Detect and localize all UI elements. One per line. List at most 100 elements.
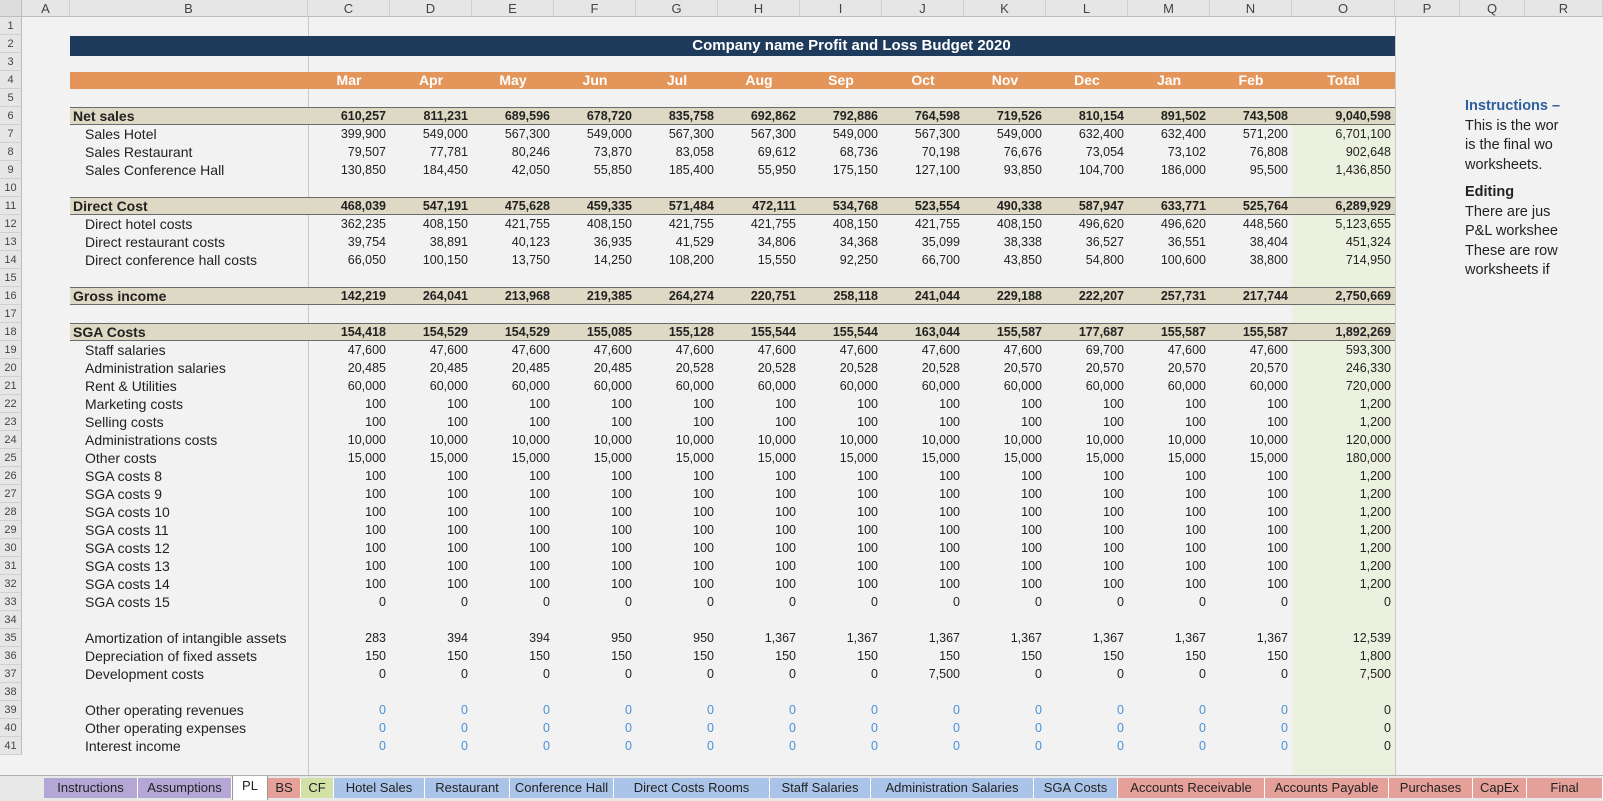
sheet-tab-direct-costs-rooms[interactable]: Direct Costs Rooms xyxy=(614,778,770,798)
column-header-n[interactable]: N xyxy=(1210,0,1292,17)
sheet-tab-administration-salaries[interactable]: Administration Salaries xyxy=(871,778,1034,798)
value-cell[interactable]: 15,000 xyxy=(1249,451,1288,465)
value-cell[interactable]: 0 xyxy=(789,703,796,717)
total-cell[interactable]: 1,200 xyxy=(1359,505,1391,519)
total-cell[interactable]: 0 xyxy=(1384,703,1391,717)
value-cell[interactable]: 79,507 xyxy=(347,145,386,159)
value-cell[interactable]: 0 xyxy=(953,721,960,735)
value-cell[interactable]: 73,870 xyxy=(593,145,632,159)
row-header-6[interactable]: 6 xyxy=(0,107,22,125)
value-cell[interactable]: 0 xyxy=(871,595,878,609)
value-cell[interactable]: 100 xyxy=(447,469,468,483)
value-cell[interactable]: 47,600 xyxy=(429,343,468,357)
value-cell[interactable]: 100 xyxy=(1185,415,1206,429)
row-header-17[interactable]: 17 xyxy=(0,305,22,323)
value-cell[interactable]: 47,600 xyxy=(593,343,632,357)
value-cell[interactable]: 100 xyxy=(1267,559,1288,573)
value-cell[interactable]: 100 xyxy=(1267,523,1288,537)
value-cell[interactable]: 36,935 xyxy=(593,235,632,249)
value-cell[interactable]: 610,257 xyxy=(340,109,386,123)
value-cell[interactable]: 20,570 xyxy=(1085,361,1124,375)
value-cell[interactable]: 567,300 xyxy=(668,127,714,141)
value-cell[interactable]: 496,620 xyxy=(1078,217,1124,231)
row-header-13[interactable]: 13 xyxy=(0,233,22,251)
value-cell[interactable]: 100 xyxy=(775,487,796,501)
value-cell[interactable]: 155,544 xyxy=(750,325,796,339)
value-cell[interactable]: 54,800 xyxy=(1085,253,1124,267)
value-cell[interactable]: 43,850 xyxy=(1003,253,1042,267)
value-cell[interactable]: 154,418 xyxy=(340,325,386,339)
value-cell[interactable]: 100 xyxy=(447,523,468,537)
value-cell[interactable]: 100 xyxy=(1185,577,1206,591)
value-cell[interactable]: 100 xyxy=(1103,559,1124,573)
value-cell[interactable]: 1,367 xyxy=(928,631,960,645)
value-cell[interactable]: 100 xyxy=(857,505,878,519)
value-cell[interactable]: 0 xyxy=(625,739,632,753)
value-cell[interactable]: 60,000 xyxy=(1003,379,1042,393)
value-cell[interactable]: 0 xyxy=(1281,667,1288,681)
value-cell[interactable]: 60,000 xyxy=(429,379,468,393)
value-cell[interactable]: 100 xyxy=(611,559,632,573)
value-cell[interactable]: 100 xyxy=(939,397,960,411)
value-cell[interactable]: 264,041 xyxy=(422,289,468,303)
value-cell[interactable]: 42,050 xyxy=(511,163,550,177)
value-cell[interactable]: 15,000 xyxy=(1003,451,1042,465)
value-cell[interactable]: 34,806 xyxy=(757,235,796,249)
value-cell[interactable]: 83,058 xyxy=(675,145,714,159)
column-header-h[interactable]: H xyxy=(718,0,800,17)
value-cell[interactable]: 100 xyxy=(1021,487,1042,501)
value-cell[interactable]: 100 xyxy=(775,397,796,411)
value-cell[interactable]: 0 xyxy=(461,721,468,735)
value-cell[interactable]: 394 xyxy=(447,631,468,645)
value-cell[interactable]: 100 xyxy=(857,577,878,591)
value-cell[interactable]: 100 xyxy=(857,487,878,501)
value-cell[interactable]: 0 xyxy=(625,703,632,717)
total-cell[interactable]: 1,200 xyxy=(1359,415,1391,429)
value-cell[interactable]: 0 xyxy=(953,739,960,753)
value-cell[interactable]: 0 xyxy=(707,721,714,735)
value-cell[interactable]: 100 xyxy=(611,523,632,537)
value-cell[interactable]: 60,000 xyxy=(1167,379,1206,393)
value-cell[interactable]: 60,000 xyxy=(347,379,386,393)
value-cell[interactable]: 0 xyxy=(379,703,386,717)
row-header-30[interactable]: 30 xyxy=(0,539,22,557)
value-cell[interactable]: 69,612 xyxy=(757,145,796,159)
row-header-34[interactable]: 34 xyxy=(0,611,22,629)
value-cell[interactable]: 155,544 xyxy=(832,325,878,339)
value-cell[interactable]: 100 xyxy=(775,577,796,591)
value-cell[interactable]: 472,111 xyxy=(752,199,796,213)
value-cell[interactable]: 20,570 xyxy=(1003,361,1042,375)
value-cell[interactable]: 549,000 xyxy=(422,127,468,141)
value-cell[interactable]: 10,000 xyxy=(593,433,632,447)
value-cell[interactable]: 0 xyxy=(1035,667,1042,681)
sheet-tab-accounts-receivable[interactable]: Accounts Receivable xyxy=(1118,778,1265,798)
total-cell[interactable]: 1,200 xyxy=(1359,523,1391,537)
value-cell[interactable]: 100,600 xyxy=(1160,253,1206,267)
value-cell[interactable]: 100 xyxy=(693,469,714,483)
value-cell[interactable]: 421,755 xyxy=(504,217,550,231)
row-header-12[interactable]: 12 xyxy=(0,215,22,233)
total-cell[interactable]: 1,200 xyxy=(1359,397,1391,411)
value-cell[interactable]: 587,947 xyxy=(1078,199,1124,213)
value-cell[interactable]: 150 xyxy=(693,649,714,663)
value-cell[interactable]: 100 xyxy=(365,577,386,591)
value-cell[interactable]: 142,219 xyxy=(340,289,386,303)
value-cell[interactable]: 100 xyxy=(611,487,632,501)
value-cell[interactable]: 66,050 xyxy=(347,253,386,267)
row-header-25[interactable]: 25 xyxy=(0,449,22,467)
value-cell[interactable]: 38,338 xyxy=(1003,235,1042,249)
value-cell[interactable]: 36,551 xyxy=(1167,235,1206,249)
column-header-i[interactable]: I xyxy=(800,0,882,17)
value-cell[interactable]: 163,044 xyxy=(914,325,960,339)
total-cell[interactable]: 0 xyxy=(1384,739,1391,753)
value-cell[interactable]: 0 xyxy=(543,739,550,753)
value-cell[interactable]: 0 xyxy=(707,595,714,609)
value-cell[interactable]: 100 xyxy=(1267,415,1288,429)
value-cell[interactable]: 60,000 xyxy=(1249,379,1288,393)
value-cell[interactable]: 0 xyxy=(953,703,960,717)
value-cell[interactable]: 1,367 xyxy=(846,631,878,645)
value-cell[interactable]: 0 xyxy=(1035,739,1042,753)
value-cell[interactable]: 408,150 xyxy=(422,217,468,231)
value-cell[interactable]: 0 xyxy=(625,595,632,609)
value-cell[interactable]: 100 xyxy=(857,523,878,537)
